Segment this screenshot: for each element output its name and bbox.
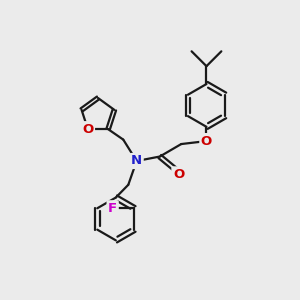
Text: O: O [82, 123, 94, 136]
Text: O: O [173, 168, 184, 181]
Text: N: N [131, 154, 142, 167]
Text: O: O [201, 135, 212, 148]
Text: F: F [108, 202, 117, 215]
